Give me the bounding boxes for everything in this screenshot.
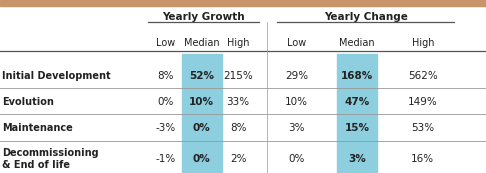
Text: Yearly Change: Yearly Change: [324, 12, 408, 22]
Text: 10%: 10%: [285, 97, 308, 107]
Text: 215%: 215%: [223, 71, 253, 81]
Text: High: High: [227, 38, 249, 48]
Text: 29%: 29%: [285, 71, 308, 81]
Text: Decommissioning
& End of life: Decommissioning & End of life: [2, 148, 99, 170]
Text: 3%: 3%: [288, 123, 305, 133]
Text: 149%: 149%: [408, 97, 438, 107]
Text: 2%: 2%: [230, 154, 246, 164]
Text: Evolution: Evolution: [2, 97, 54, 107]
Text: 15%: 15%: [345, 123, 370, 133]
Text: Low: Low: [156, 38, 175, 48]
Text: Median: Median: [184, 38, 220, 48]
Text: 16%: 16%: [411, 154, 434, 164]
Text: Initial Development: Initial Development: [2, 71, 111, 81]
Text: 8%: 8%: [157, 71, 174, 81]
Bar: [337, 54, 377, 173]
Bar: [182, 54, 222, 173]
Text: Maintenance: Maintenance: [2, 123, 73, 133]
Text: 168%: 168%: [341, 71, 373, 81]
Text: 0%: 0%: [193, 123, 210, 133]
Bar: [0, 0, 486, 6]
Text: -1%: -1%: [155, 154, 175, 164]
Text: 33%: 33%: [226, 97, 250, 107]
Text: 0%: 0%: [157, 97, 174, 107]
Text: Median: Median: [339, 38, 375, 48]
Text: 47%: 47%: [345, 97, 370, 107]
Text: Yearly Growth: Yearly Growth: [162, 12, 245, 22]
Text: 52%: 52%: [189, 71, 214, 81]
Text: 3%: 3%: [348, 154, 366, 164]
Text: -3%: -3%: [155, 123, 175, 133]
Text: Low: Low: [287, 38, 306, 48]
Text: 562%: 562%: [408, 71, 438, 81]
Text: High: High: [412, 38, 434, 48]
Text: 0%: 0%: [193, 154, 210, 164]
Text: 53%: 53%: [411, 123, 434, 133]
Text: 0%: 0%: [288, 154, 305, 164]
Text: 10%: 10%: [189, 97, 214, 107]
Text: 8%: 8%: [230, 123, 246, 133]
